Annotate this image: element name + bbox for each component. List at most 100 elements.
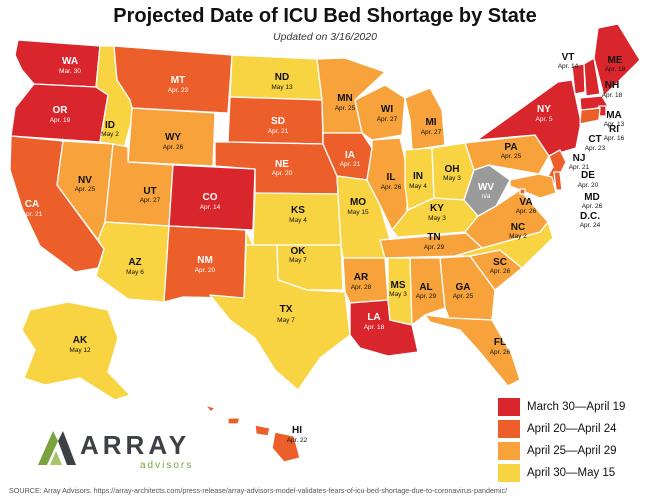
legend-item-3: April 25—April 29 [498, 441, 646, 461]
state-date-de: Apr. 20 [578, 182, 599, 189]
state-date-az: May 6 [126, 269, 144, 276]
state-abbr-mo: MO [350, 197, 366, 208]
state-abbr-me: ME [608, 55, 623, 66]
state-date-nh: Apr. 18 [602, 92, 623, 99]
state-abbr-fl: FL [494, 337, 506, 348]
state-date-ne: Apr. 20 [272, 170, 293, 177]
state-date-wy: Apr. 26 [163, 144, 184, 151]
state-abbr-or: OR [53, 105, 69, 116]
state-abbr-wv: WV [478, 182, 494, 193]
legend-swatch-3 [498, 442, 520, 460]
state-date-fl: Apr. 26 [490, 349, 511, 356]
state-abbr-nm: NM [197, 255, 213, 266]
state-abbr-ak: AK [73, 335, 88, 346]
state-date-tn: Apr. 29 [424, 244, 445, 251]
state-abbr-va: VA [519, 197, 532, 208]
state-date-mi: Apr. 27 [421, 129, 442, 136]
state-date-mn: Apr. 25 [335, 105, 356, 112]
state-abbr-ne: NE [275, 159, 289, 170]
state-date-ok: May 7 [289, 257, 307, 264]
state-wi [354, 84, 406, 141]
state-al [409, 257, 446, 326]
state-date-ut: Apr. 27 [140, 197, 161, 204]
state-date-il: Apr. 26 [381, 184, 402, 191]
state-tx [209, 244, 351, 391]
state-abbr-ms: MS [391, 280, 406, 291]
state-date-la: Apr. 18 [364, 324, 385, 331]
legend-item-2: April 20—April 24 [498, 419, 646, 439]
state-date-ri: Apr. 16 [604, 135, 625, 142]
state-abbr-mt: MT [171, 75, 185, 86]
state-de [553, 171, 563, 191]
legend-item-1: March 30—April 19 [498, 397, 646, 417]
state-abbr-la: LA [367, 312, 380, 323]
state-date-vt: Apr. 14 [558, 63, 579, 70]
state-date-me: Apr. 18 [605, 66, 626, 73]
state-date-mo: May 15 [347, 209, 369, 216]
state-date-dc: Apr. 24 [580, 222, 601, 229]
legend-label-3: April 25—April 29 [527, 445, 617, 457]
state-abbr-nh: NH [605, 80, 619, 91]
state-abbr-mi: MI [425, 117, 436, 128]
state-date-ky: May 3 [428, 215, 446, 222]
state-abbr-al: AL [419, 282, 432, 293]
state-abbr-tx: TX [280, 304, 293, 315]
state-nh [583, 57, 601, 97]
state-date-ny: Apr. 5 [536, 116, 553, 123]
map-subtitle: Updated on 3/16/2020 [273, 31, 377, 43]
state-date-ia: Apr. 21 [340, 161, 361, 168]
state-mi [404, 87, 446, 151]
state-date-ct: Apr. 23 [585, 145, 606, 152]
legend-label-2: April 20—April 24 [527, 423, 617, 435]
state-abbr-vt: VT [562, 52, 575, 63]
state-abbr-wa: WA [62, 56, 78, 67]
state-vt [571, 63, 586, 95]
state-date-wv: n/a [481, 193, 490, 200]
state-date-nj: Apr. 21 [569, 164, 590, 171]
state-date-nc: May 2 [509, 233, 527, 240]
state-abbr-nv: NV [78, 175, 92, 186]
logo-mark-icon [38, 431, 76, 465]
state-abbr-ut: UT [143, 186, 156, 197]
state-abbr-dc: D.C. [580, 211, 600, 222]
state-abbr-id: ID [105, 120, 115, 131]
state-date-pa: Apr. 25 [501, 153, 522, 160]
state-date-al: Apr. 29 [416, 293, 437, 300]
state-abbr-nc: NC [511, 222, 525, 233]
state-date-oh: May 3 [443, 175, 461, 182]
state-abbr-ny: NY [537, 104, 551, 115]
legend-label-1: March 30—April 19 [527, 401, 626, 413]
state-ms [387, 257, 413, 326]
state-date-co: Apr. 14 [200, 204, 221, 211]
state-abbr-pa: PA [504, 142, 517, 153]
state-date-nd: May 13 [271, 84, 293, 91]
legend-swatch-4 [498, 464, 520, 482]
legend-swatch-1 [498, 398, 520, 416]
state-date-in: May 4 [409, 183, 427, 190]
state-abbr-in: IN [413, 171, 423, 182]
state-abbr-ia: IA [345, 150, 355, 161]
state-abbr-oh: OH [445, 164, 460, 175]
state-abbr-nd: ND [275, 72, 289, 83]
legend: March 30—April 19 April 20—April 24 Apri… [498, 397, 646, 485]
state-abbr-ma: MA [606, 110, 622, 121]
state-abbr-tn: TN [427, 232, 440, 243]
state-abbr-hi: HI [292, 425, 302, 436]
state-abbr-mn: MN [337, 93, 353, 104]
state-dc [519, 188, 526, 195]
legend-label-4: April 30—May 15 [527, 467, 616, 479]
state-abbr-md: MD [584, 192, 600, 203]
state-abbr-ca: CA [25, 199, 39, 210]
state-abbr-il: IL [387, 172, 396, 183]
state-abbr-ar: AR [354, 272, 369, 283]
state-md [509, 173, 557, 199]
state-date-ca: Apr. 21 [22, 211, 43, 218]
state-date-sd: Apr. 21 [268, 128, 289, 135]
source-note: SOURCE: Array Advisors. https://array-ar… [9, 486, 508, 495]
logo-subtitle: advisors [140, 460, 194, 471]
state-date-ak: May 12 [69, 347, 91, 354]
state-date-ks: May 4 [289, 217, 307, 224]
state-abbr-wi: WI [381, 104, 393, 115]
state-date-nm: Apr. 20 [195, 267, 216, 274]
array-advisors-logo: ARRAY advisors [36, 427, 226, 471]
